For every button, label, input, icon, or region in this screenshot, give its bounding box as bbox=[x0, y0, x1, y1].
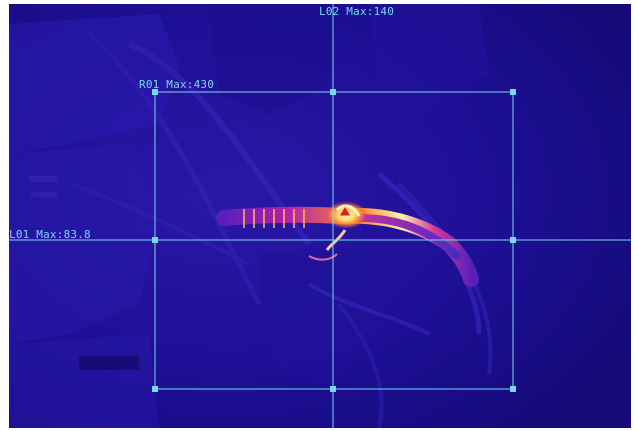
line-l02-max-label: L02 Max:140 bbox=[319, 5, 395, 18]
roi-handle-bottom-middle[interactable] bbox=[330, 386, 336, 392]
roi-handle-middle-right[interactable] bbox=[510, 237, 516, 243]
hot-cable bbox=[216, 201, 479, 287]
roi-handle-bottom-left[interactable] bbox=[152, 386, 158, 392]
thermal-scene bbox=[9, 4, 631, 428]
roi-handle-middle-left[interactable] bbox=[152, 237, 158, 243]
thermal-image-view: L02 Max:140 R01 Max:430 L01 Max:83.8 bbox=[9, 4, 631, 428]
roi-handle-top-middle[interactable] bbox=[330, 89, 336, 95]
roi-handle-bottom-right[interactable] bbox=[510, 386, 516, 392]
roi-handle-top-left[interactable] bbox=[152, 89, 158, 95]
roi-r01-max-label: R01 Max:430 bbox=[139, 78, 215, 91]
line-l01-max-label: L01 Max:83.8 bbox=[9, 228, 91, 241]
roi-handle-top-right[interactable] bbox=[510, 89, 516, 95]
triangle-marker-icon bbox=[338, 205, 352, 217]
roi-handles bbox=[152, 89, 516, 392]
